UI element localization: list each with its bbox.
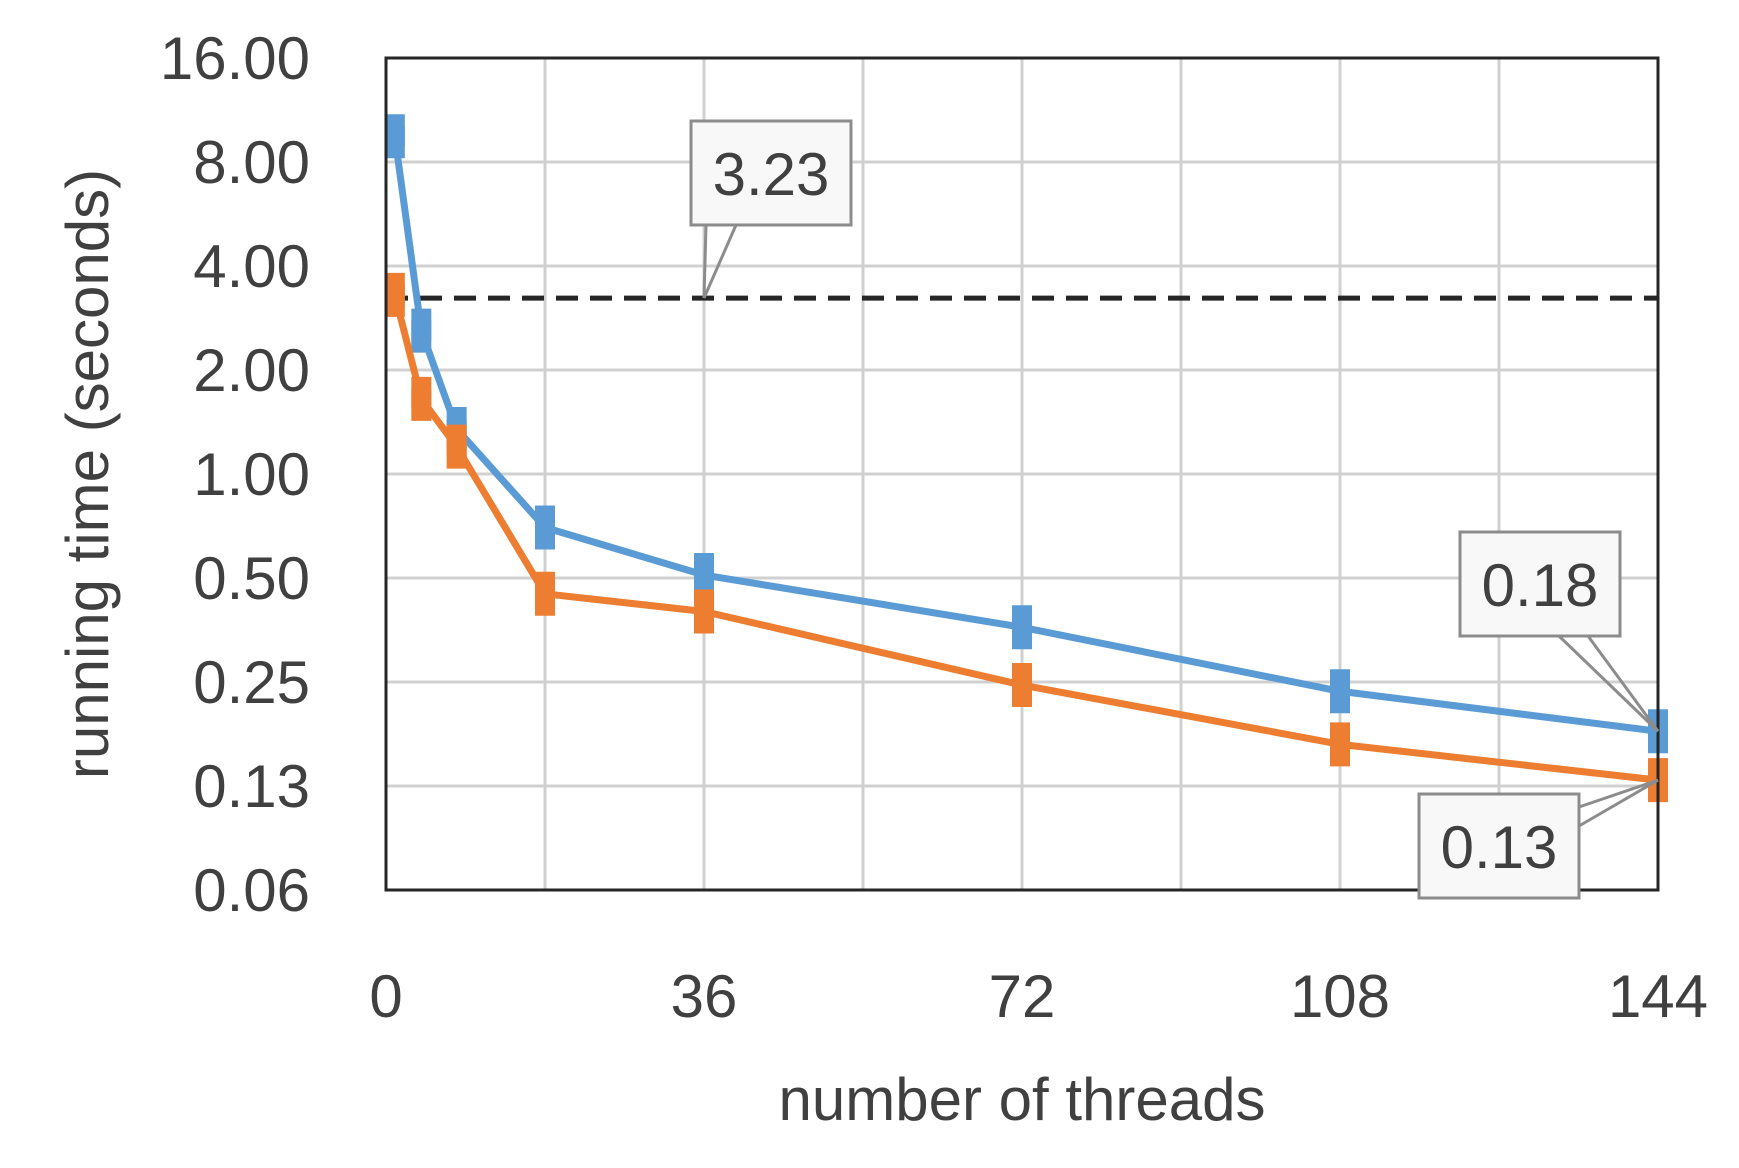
y-tick-label: 1.00	[193, 441, 310, 508]
callout: 3.23	[689, 119, 853, 299]
y-axis-title: running time (seconds)	[54, 169, 121, 779]
callout-label: 0.18	[1482, 552, 1599, 619]
callout-box	[689, 119, 853, 227]
plot-border	[384, 56, 1660, 892]
callout-label: 3.23	[713, 141, 830, 208]
x-tick-labels: 0 36 72 108 144	[369, 963, 1708, 1030]
callout: 0.13	[1417, 778, 1659, 900]
callout-pointer	[1586, 635, 1660, 733]
callout: 0.18	[1458, 530, 1660, 733]
x-tick-label: 72	[989, 963, 1056, 1030]
x-tick-label: 36	[671, 963, 738, 1030]
y-tick-label: 0.50	[193, 545, 310, 612]
y-tick-label: 2.00	[193, 337, 310, 404]
x-tick-label: 0	[369, 963, 402, 1030]
callout-pointer	[1578, 778, 1659, 828]
callouts: 3.23 0.18 0.13	[689, 119, 1660, 900]
callout-pointer	[702, 224, 738, 299]
y-tick-label: 16.00	[160, 25, 310, 92]
series-1	[384, 114, 1668, 754]
x-axis-title: number of threads	[779, 1066, 1266, 1133]
series-layer	[384, 114, 1668, 803]
callout-pointer	[1578, 778, 1659, 809]
callout-box	[1458, 530, 1622, 638]
y-tick-label: 8.00	[193, 129, 310, 196]
x-tick-label: 108	[1290, 963, 1390, 1030]
callout-label: 0.13	[1441, 814, 1558, 881]
y-tick-label: 0.06	[193, 857, 310, 924]
y-tick-label: 4.00	[193, 233, 310, 300]
grid	[384, 56, 1660, 892]
callout-box	[1417, 792, 1581, 900]
callout-pointer	[702, 224, 708, 299]
callout-pointer	[1557, 634, 1660, 733]
y-tick-labels: 0.06 0.13 0.25 0.50 1.00 2.00 4.00 8.00 16.00	[160, 25, 310, 924]
series-2	[384, 272, 1668, 803]
y-tick-label: 0.25	[193, 649, 310, 716]
y-tick-label: 0.13	[193, 753, 310, 820]
x-tick-label: 144	[1608, 963, 1708, 1030]
